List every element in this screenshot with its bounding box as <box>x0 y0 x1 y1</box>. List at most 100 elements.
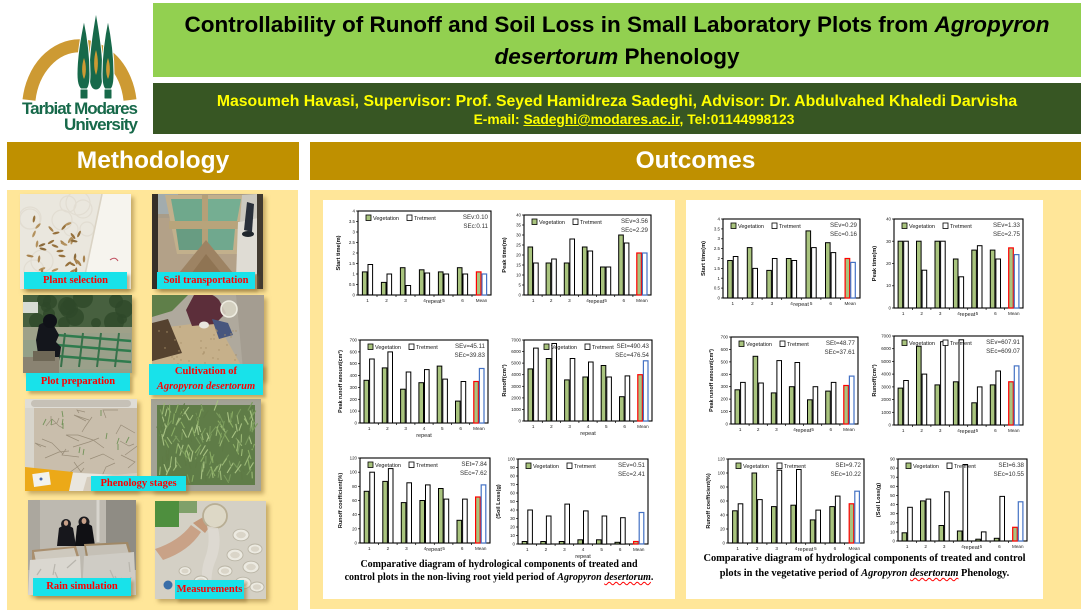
svg-text:Mean: Mean <box>636 298 648 303</box>
svg-text:2: 2 <box>385 298 388 303</box>
svg-text:700: 700 <box>721 335 729 340</box>
svg-text:Peak runoff amount(cm³): Peak runoff amount(cm³) <box>338 350 344 413</box>
svg-text:repeat: repeat <box>416 433 432 439</box>
svg-text:3: 3 <box>404 426 407 431</box>
svg-text:4000: 4000 <box>881 372 891 377</box>
svg-text:3: 3 <box>353 230 356 235</box>
svg-text:1: 1 <box>732 301 735 306</box>
svg-text:80: 80 <box>890 466 895 471</box>
svg-text:Mean: Mean <box>476 298 488 303</box>
svg-text:80: 80 <box>352 484 357 489</box>
svg-text:70: 70 <box>890 475 895 480</box>
svg-text:5: 5 <box>519 283 522 288</box>
svg-text:0: 0 <box>353 293 356 298</box>
svg-text:80: 80 <box>510 474 515 479</box>
svg-text:600: 600 <box>350 349 358 354</box>
svg-text:Tretment: Tretment <box>592 345 614 351</box>
svg-text:100: 100 <box>718 471 726 476</box>
svg-text:0: 0 <box>519 419 522 424</box>
svg-text:600: 600 <box>721 347 729 352</box>
svg-text:3: 3 <box>939 311 942 316</box>
svg-text:Runoff(cm³): Runoff(cm³) <box>871 364 878 396</box>
svg-text:2000: 2000 <box>511 395 521 400</box>
svg-text:3: 3 <box>775 427 778 432</box>
svg-text:5: 5 <box>442 546 445 551</box>
svg-text:1: 1 <box>353 272 356 277</box>
svg-text:SEv=1.33: SEv=1.33 <box>993 222 1021 229</box>
svg-text:SEc=39.83: SEc=39.83 <box>455 352 486 359</box>
svg-text:4: 4 <box>790 301 793 306</box>
svg-text:Tretment: Tretment <box>779 224 801 230</box>
svg-text:15: 15 <box>516 263 521 268</box>
svg-text:Runoff coefficient(%): Runoff coefficient(%) <box>706 473 712 528</box>
svg-text:Mean: Mean <box>843 427 855 432</box>
svg-text:SEt=6.38: SEt=6.38 <box>998 462 1024 469</box>
svg-text:Tretment: Tretment <box>416 345 438 351</box>
svg-text:20: 20 <box>890 520 895 525</box>
svg-text:repeat: repeat <box>580 431 596 437</box>
svg-text:2: 2 <box>545 547 548 552</box>
svg-text:0: 0 <box>723 541 726 546</box>
svg-text:repeat: repeat <box>964 545 980 551</box>
svg-text:SEc=476.54: SEc=476.54 <box>615 352 649 359</box>
svg-text:SEt=7.84: SEt=7.84 <box>461 461 487 468</box>
svg-text:6: 6 <box>623 298 626 303</box>
svg-text:5: 5 <box>600 547 603 552</box>
svg-text:(Soil Loss(g): (Soil Loss(g) <box>876 483 882 518</box>
svg-text:1: 1 <box>532 298 535 303</box>
svg-text:300: 300 <box>350 385 358 390</box>
svg-text:repeat: repeat <box>793 302 809 308</box>
svg-text:Peak time(m): Peak time(m) <box>872 246 878 282</box>
svg-text:4: 4 <box>957 428 960 433</box>
svg-text:60: 60 <box>720 499 725 504</box>
svg-text:SEt=48.77: SEt=48.77 <box>826 340 856 347</box>
svg-text:Start time(m): Start time(m) <box>701 241 707 276</box>
svg-text:repeat: repeat <box>798 547 814 553</box>
svg-text:1000: 1000 <box>881 410 891 415</box>
svg-text:Vegetation: Vegetation <box>913 464 939 470</box>
svg-text:0: 0 <box>519 293 522 298</box>
svg-text:3.5: 3.5 <box>349 219 356 224</box>
svg-text:0: 0 <box>513 542 516 547</box>
svg-text:30: 30 <box>516 233 521 238</box>
svg-text:40: 40 <box>510 508 515 513</box>
svg-text:5: 5 <box>980 544 983 549</box>
svg-text:3: 3 <box>718 236 721 241</box>
svg-text:Tretment: Tretment <box>416 463 438 469</box>
svg-text:20: 20 <box>886 261 891 266</box>
svg-text:repeat: repeat <box>575 554 591 560</box>
svg-text:3: 3 <box>943 544 946 549</box>
svg-text:6: 6 <box>461 546 464 551</box>
svg-text:Tarbiat Modares: Tarbiat Modares <box>22 99 138 118</box>
svg-text:20: 20 <box>510 525 515 530</box>
svg-text:100: 100 <box>350 470 358 475</box>
svg-text:Runoff(cm³): Runoff(cm³) <box>501 364 508 396</box>
svg-text:70: 70 <box>510 482 515 487</box>
svg-text:40: 40 <box>516 213 521 218</box>
svg-text:Vegetation: Vegetation <box>909 341 935 347</box>
svg-text:Mean: Mean <box>473 426 485 431</box>
svg-text:Mean: Mean <box>633 547 645 552</box>
svg-text:90: 90 <box>890 457 895 462</box>
svg-text:repeat: repeat <box>589 299 605 305</box>
svg-text:2: 2 <box>924 544 927 549</box>
svg-text:SEc=10.22: SEc=10.22 <box>831 471 862 478</box>
svg-text:700: 700 <box>350 338 358 343</box>
svg-text:1: 1 <box>902 311 905 316</box>
svg-text:University: University <box>64 115 139 134</box>
svg-text:200: 200 <box>350 397 358 402</box>
svg-text:2: 2 <box>386 426 389 431</box>
svg-text:0: 0 <box>889 423 892 428</box>
svg-text:2: 2 <box>387 546 390 551</box>
svg-text:5: 5 <box>976 311 979 316</box>
svg-text:30: 30 <box>890 511 895 516</box>
svg-text:6: 6 <box>994 428 997 433</box>
svg-text:1: 1 <box>902 428 905 433</box>
svg-text:6: 6 <box>461 298 464 303</box>
svg-text:4000: 4000 <box>511 372 521 377</box>
svg-text:SEv:0.10: SEv:0.10 <box>463 214 489 221</box>
svg-text:3: 3 <box>568 298 571 303</box>
svg-text:80: 80 <box>720 485 725 490</box>
svg-text:5: 5 <box>811 427 814 432</box>
svg-text:5: 5 <box>441 426 444 431</box>
